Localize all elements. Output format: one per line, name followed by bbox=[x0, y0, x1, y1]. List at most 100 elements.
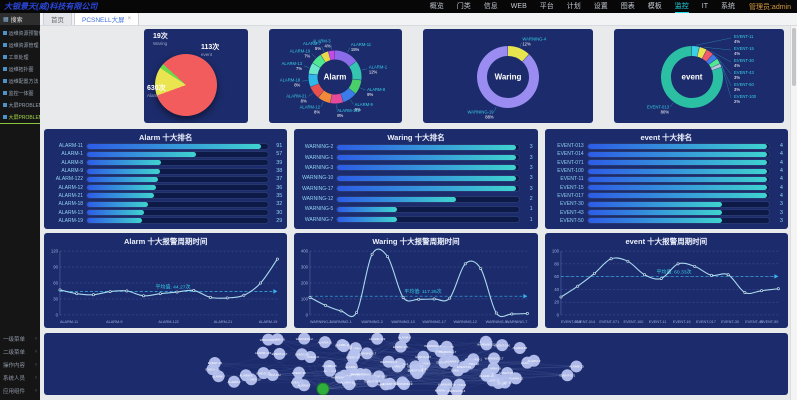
top-nav-item[interactable]: 计划 bbox=[566, 3, 581, 10]
bar-category-label: ALARM-19 bbox=[58, 217, 83, 224]
svg-text:ALARM-8: ALARM-8 bbox=[239, 373, 252, 377]
bar-row: EVENT-43 3 bbox=[548, 209, 783, 217]
network-node bbox=[266, 368, 279, 381]
tab-active[interactable]: PCSNELL大屏 × bbox=[74, 12, 140, 25]
network-graph[interactable]: ALARM-11 ALARM-1 ALARM-8 WARNING-2 EVENT-013… bbox=[44, 333, 788, 395]
tab-home[interactable]: 首页 bbox=[43, 12, 72, 25]
bar-track bbox=[336, 164, 520, 172]
svg-text:EVENT-15: EVENT-15 bbox=[295, 353, 310, 357]
sidebar-item[interactable]: 运维资源管理 bbox=[0, 39, 40, 51]
bar-track bbox=[86, 200, 270, 208]
chevron-right-icon: › bbox=[35, 387, 37, 394]
top-nav-item[interactable]: IT bbox=[701, 3, 708, 10]
bar-track bbox=[336, 205, 520, 213]
svg-text:ALARM-122: ALARM-122 bbox=[337, 108, 360, 113]
svg-text:ALARM-122: ALARM-122 bbox=[255, 351, 272, 355]
svg-text:EVENT-017: EVENT-017 bbox=[415, 355, 431, 359]
top-nav-item[interactable]: 系统 bbox=[720, 3, 735, 10]
network-node bbox=[323, 359, 336, 372]
top-nav-item[interactable]: 平台 bbox=[539, 3, 554, 10]
bar-category-label: EVENT-013 bbox=[557, 143, 584, 150]
svg-text:3%: 3% bbox=[734, 87, 740, 92]
alarm-trend-panel: Alarm 十大报警周期时间 0 30 60 90 120 ALARM-11 ALARM-9… bbox=[44, 233, 288, 328]
svg-text:100: 100 bbox=[301, 296, 309, 301]
sidebar-item-label: 运维拓扑图 bbox=[8, 66, 34, 73]
top-nav-item[interactable]: 概览 bbox=[429, 3, 444, 10]
scrollbar[interactable] bbox=[790, 26, 797, 400]
top-nav-item[interactable]: 设置 bbox=[593, 3, 608, 10]
bar-category-label: WARNING-7 bbox=[304, 216, 334, 223]
svg-text:EVENT-100: EVENT-100 bbox=[490, 381, 506, 385]
close-icon[interactable]: × bbox=[127, 16, 132, 22]
sidebar-item[interactable]: 一级菜单 › bbox=[0, 332, 40, 345]
svg-text:EVENT-017: EVENT-017 bbox=[696, 320, 716, 324]
alarm-donut-chart[interactable]: ALARM-1115%ALARM-112%ALARM-89%ALARM-99%A… bbox=[269, 29, 402, 123]
alarm-bar-chart[interactable]: ALARM-11 91 ALARM-1 57 ALARM-8 39 ALARM-9 38 ALA… bbox=[44, 142, 287, 228]
bar-fill bbox=[337, 144, 516, 150]
event-donut-chart[interactable]: EVENT-01380%EVENT-114%EVENT-154%EVENT-30… bbox=[614, 29, 784, 123]
sidebar-item[interactable]: 二级菜单 › bbox=[0, 345, 40, 358]
panel-title: Alarm 十大报警周期时间 bbox=[123, 236, 208, 246]
bar-category-label: EVENT-017 bbox=[557, 192, 584, 199]
panel-title: Waring 十大排名 bbox=[387, 132, 445, 142]
svg-text:EVENT-30: EVENT-30 bbox=[346, 356, 361, 360]
menu-item-icon bbox=[3, 67, 7, 71]
sidebar-item[interactable]: 监控一体图 bbox=[0, 87, 40, 99]
top-nav-item[interactable]: 信息 bbox=[483, 3, 498, 10]
svg-text:8%: 8% bbox=[337, 113, 343, 118]
svg-text:EVENT-50: EVENT-50 bbox=[734, 82, 754, 87]
top-nav-item[interactable]: 模板 bbox=[647, 3, 662, 10]
svg-text:EVENT-100: EVENT-100 bbox=[494, 343, 510, 347]
waring-bar-chart[interactable]: WARNING-2 3 WARNING-1 3 WARNING-3 3 WARNING-10… bbox=[294, 142, 537, 228]
sidebar-item[interactable]: 运维拓扑图 bbox=[0, 63, 40, 75]
bar-value: 3 bbox=[529, 164, 533, 171]
bar-value: 37 bbox=[276, 176, 283, 183]
sidebar-item[interactable]: 工单处理 bbox=[0, 51, 40, 63]
admin-user-label[interactable]: 管理员:admin bbox=[748, 3, 791, 11]
svg-text:EVENT-43: EVENT-43 bbox=[208, 361, 223, 365]
svg-text:4%: 4% bbox=[734, 39, 740, 44]
sidebar-item[interactable]: 运维资源预警管理 bbox=[0, 27, 40, 39]
network-hub-node bbox=[316, 382, 330, 395]
bar-track bbox=[586, 217, 770, 225]
svg-text:WARNING-12: WARNING-12 bbox=[477, 343, 496, 347]
severity-pie-chart[interactable] bbox=[155, 54, 217, 116]
pie-value: 630次 bbox=[147, 85, 166, 92]
sidebar-item[interactable]: 大屏PROBLEM 监控 bbox=[0, 99, 40, 111]
main-content: 19次 Waring 113次 event 630次 Alarm ALARM-1… bbox=[40, 26, 790, 400]
scrollbar-thumb[interactable] bbox=[792, 28, 796, 86]
sidebar-item[interactable]: 应用组件 › bbox=[0, 384, 40, 397]
top-nav-item[interactable]: 监控 bbox=[674, 1, 689, 13]
svg-text:WARNING-2: WARNING-2 bbox=[310, 320, 331, 324]
sidebar-item[interactable]: 运维配置方法 bbox=[0, 75, 40, 87]
bar-fill bbox=[337, 186, 516, 192]
svg-text:ALARM-9: ALARM-9 bbox=[355, 102, 374, 107]
tab-label: PCSNELL大屏 bbox=[82, 17, 125, 24]
bar-category-label: EVENT-15 bbox=[560, 184, 584, 191]
top-nav-item[interactable]: 门类 bbox=[456, 3, 471, 10]
svg-text:EVENT-30: EVENT-30 bbox=[721, 320, 739, 324]
svg-text:ALARM-8: ALARM-8 bbox=[367, 87, 386, 92]
event-bar-chart[interactable]: EVENT-013 4 EVENT-014 4 EVENT-071 4 EVENT-100 4… bbox=[545, 142, 788, 228]
top-nav-item[interactable]: WEB bbox=[510, 3, 527, 10]
top-nav-item[interactable]: 图表 bbox=[620, 3, 635, 10]
alarm-line-chart[interactable]: 0 30 60 90 120 ALARM-11 ALARM-9 ALARM-122 ALARM-… bbox=[44, 246, 287, 326]
sidebar-item[interactable]: 系统人员 › bbox=[0, 371, 40, 384]
svg-text:EVENT-013: EVENT-013 bbox=[561, 320, 581, 324]
svg-text:ALARM-19: ALARM-19 bbox=[340, 380, 355, 384]
sidebar-item[interactable]: 大屏PROBLEM 分析 bbox=[0, 111, 40, 124]
svg-text:2%: 2% bbox=[734, 99, 740, 104]
svg-text:ALARM-1: ALARM-1 bbox=[369, 64, 388, 69]
svg-text:Alarm: Alarm bbox=[324, 73, 347, 82]
bar-category-label: ALARM-18 bbox=[58, 201, 83, 208]
network-node bbox=[501, 366, 514, 379]
sidebar-item[interactable]: 操作内容 › bbox=[0, 358, 40, 371]
sidebar-item-label: 运维资源预警管理 bbox=[8, 30, 41, 37]
bar-value: 4 bbox=[779, 143, 783, 150]
alarm-top10-panel: Alarm 十大排名 ALARM-11 91 ALARM-1 57 ALARM-8 39 A… bbox=[44, 129, 288, 229]
sidebar-search[interactable]: ▦ 搜索 bbox=[0, 13, 40, 25]
menu-item-icon bbox=[3, 103, 7, 107]
